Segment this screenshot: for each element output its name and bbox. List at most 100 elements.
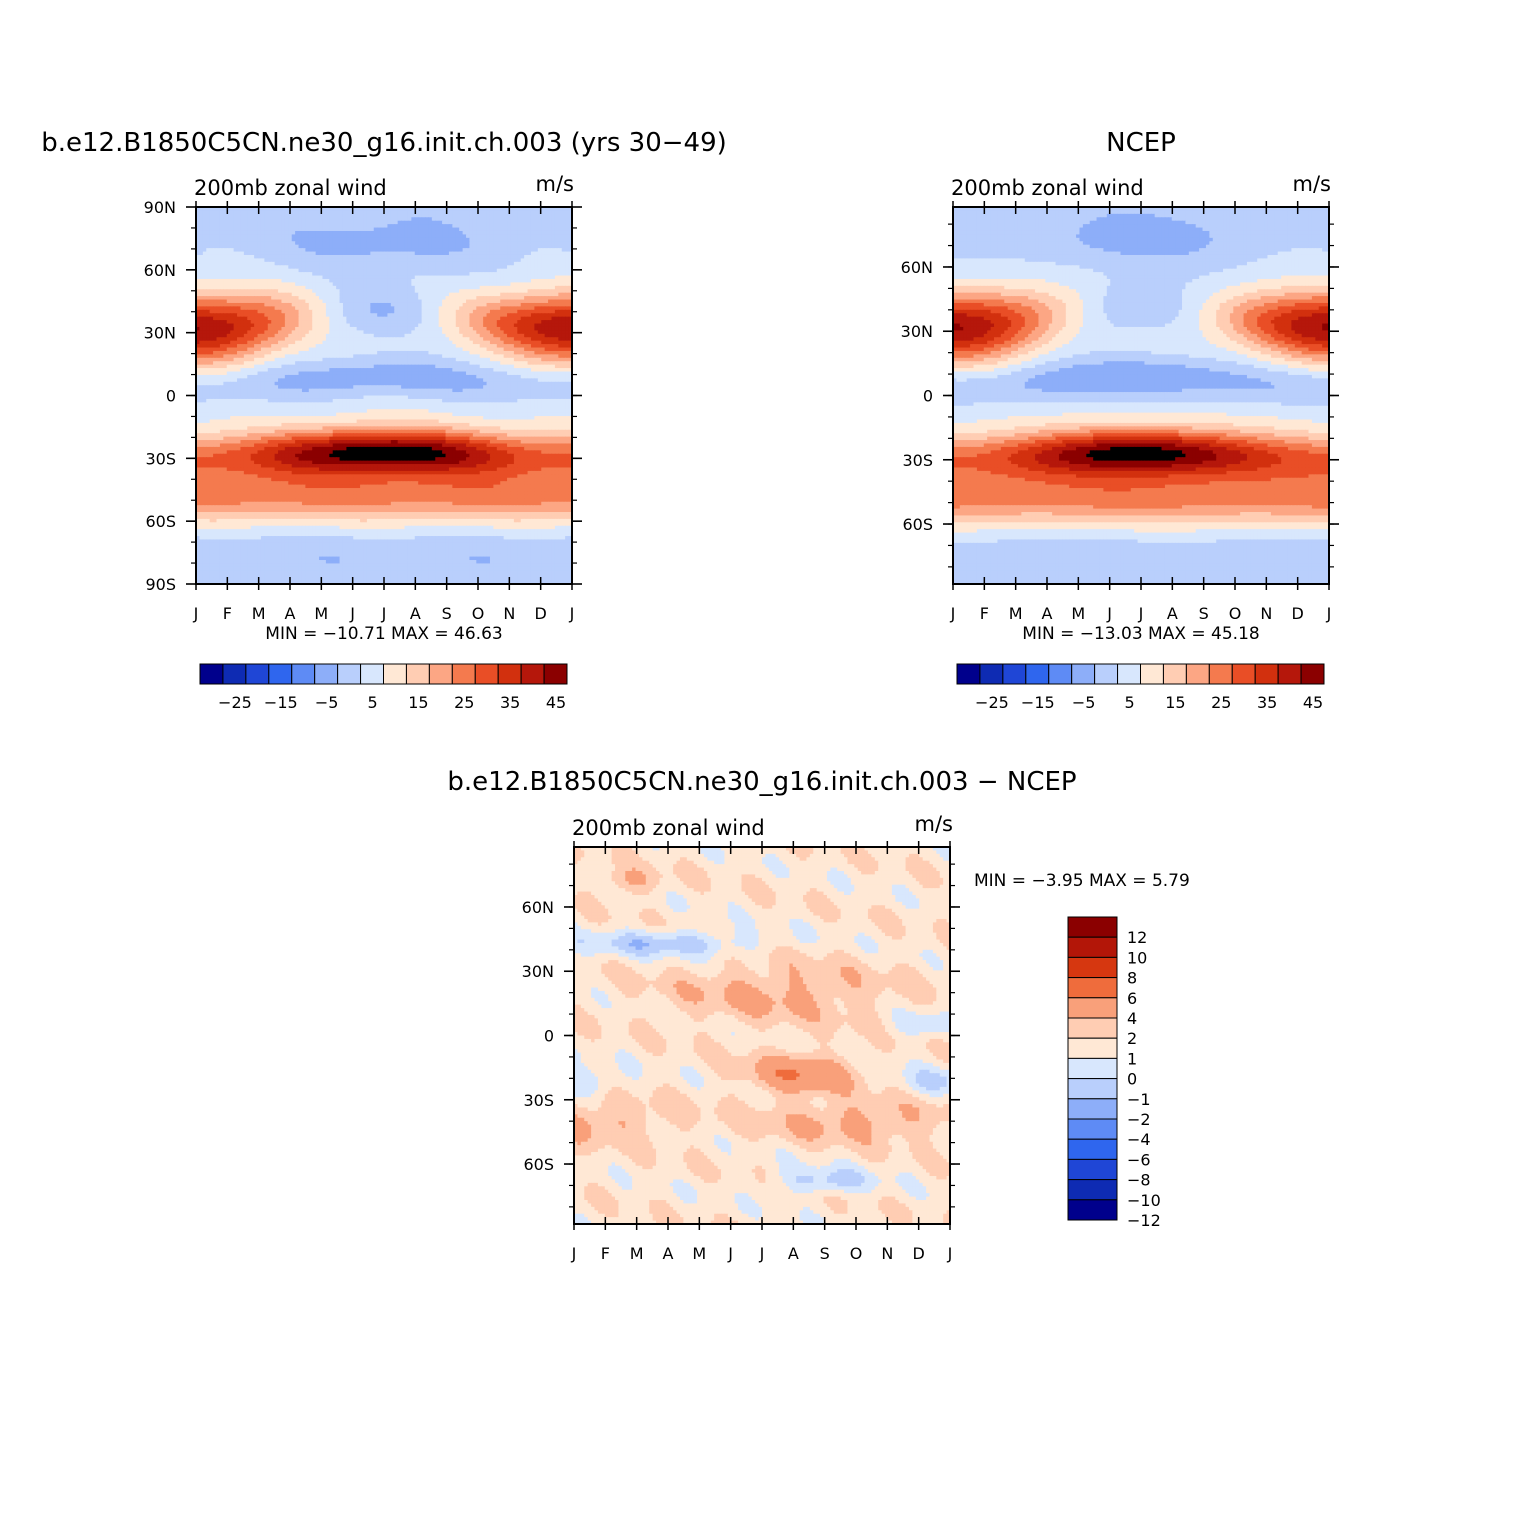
model-cell [373, 227, 378, 232]
model-cell [230, 261, 235, 266]
model-cell [278, 227, 283, 232]
model-cell [267, 337, 272, 342]
model-cell [267, 326, 272, 331]
model-cell [257, 340, 262, 345]
model-cell [332, 268, 337, 273]
model-cell [226, 241, 231, 246]
model-cell [237, 302, 242, 307]
model-cell [414, 344, 419, 349]
model-cell [483, 265, 488, 270]
model-cell [295, 344, 300, 349]
model-cell [530, 320, 535, 325]
model-cell [517, 275, 522, 280]
model-cell [230, 344, 235, 349]
model-cell [199, 316, 204, 321]
model-cell [438, 309, 443, 314]
model-cell [418, 213, 423, 218]
model-cell [448, 217, 453, 222]
model-cell [537, 230, 542, 236]
model-cell [366, 217, 371, 222]
model-cell [438, 237, 443, 242]
model-cell [295, 337, 300, 342]
model-cell [404, 220, 409, 225]
model-cell [452, 258, 457, 263]
model-cell [493, 289, 498, 294]
model-cell [349, 224, 354, 229]
model-cell [418, 251, 423, 256]
model-cell [288, 320, 293, 325]
model-cell [329, 333, 334, 338]
model-cell [530, 306, 535, 311]
model-cell [342, 340, 347, 345]
model-cell [455, 357, 460, 362]
model-cell [226, 333, 231, 338]
model-cell [260, 340, 265, 345]
model-cell [425, 210, 430, 215]
model-cell [230, 313, 235, 318]
model-cell [435, 278, 440, 283]
model-cell [414, 354, 419, 359]
model-cell [199, 289, 204, 294]
model-cell [431, 220, 436, 225]
model-cell [325, 347, 330, 352]
model-cell [530, 282, 535, 287]
model-cell [274, 275, 279, 280]
model-cell [524, 265, 529, 270]
model-cell [404, 326, 409, 331]
model-cell [353, 289, 358, 294]
model-cell [319, 254, 324, 260]
model-cell [407, 254, 412, 260]
model-cell [216, 272, 221, 277]
model-cell [469, 241, 474, 246]
model-cell [544, 251, 549, 256]
model-cell [466, 282, 471, 287]
model-cell [240, 244, 245, 249]
model-cell [517, 217, 522, 222]
model-cell [278, 282, 283, 287]
model-cell [534, 254, 539, 260]
model-cell [223, 248, 228, 253]
model-cell [319, 230, 324, 236]
model-cell [260, 248, 265, 253]
model-cell [524, 313, 529, 318]
model-cell [551, 285, 556, 290]
model-cell [466, 316, 471, 321]
model-cell [373, 234, 378, 239]
model-cell [462, 241, 467, 246]
model-cell [452, 320, 457, 325]
model-cell [325, 337, 330, 342]
model-cell [452, 244, 457, 249]
model-cell [431, 251, 436, 256]
model-cell [486, 299, 491, 304]
model-cell [561, 350, 566, 355]
model-cell [493, 326, 498, 331]
model-cell [548, 296, 553, 301]
model-cell [353, 237, 358, 242]
model-cell [209, 350, 214, 355]
model-cell [332, 344, 337, 349]
model-cell [469, 207, 474, 212]
model-cell [240, 213, 245, 218]
model-cell [459, 254, 464, 260]
model-cell [466, 326, 471, 331]
model-cell [472, 265, 477, 270]
model-cell [496, 320, 501, 325]
model-cell [548, 261, 553, 266]
model-cell [558, 265, 563, 270]
model-cell [240, 282, 245, 287]
model-cell [291, 347, 296, 352]
model-cell [568, 241, 573, 246]
model-cell [213, 217, 218, 222]
model-cell [493, 213, 498, 218]
model-cell [411, 302, 416, 307]
model-cell [513, 230, 518, 236]
model-cell [558, 275, 563, 280]
model-cell [278, 265, 283, 270]
model-cell [520, 244, 525, 249]
model-cell [442, 234, 447, 239]
model-cell [301, 265, 306, 270]
model-cell [346, 344, 351, 349]
model-cell [284, 224, 289, 229]
model-cell [216, 278, 221, 283]
model-cell [377, 258, 382, 263]
